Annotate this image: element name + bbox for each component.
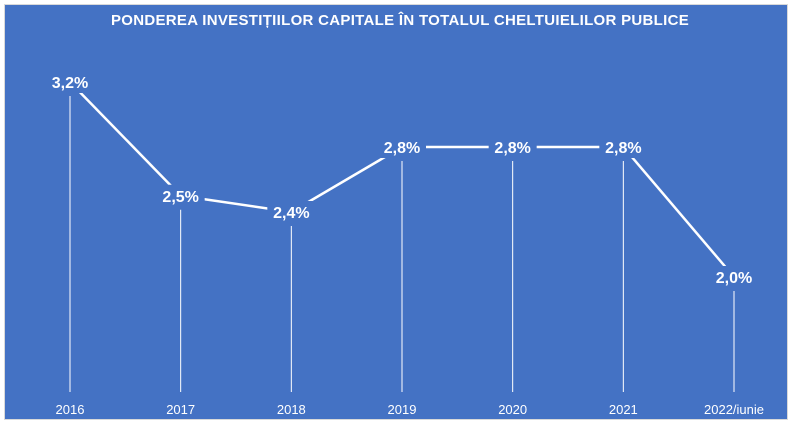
data-label-bg: [488, 136, 537, 158]
x-tick-label: 2016: [56, 402, 85, 417]
x-tick-label: 2019: [388, 402, 417, 417]
chart-area: [4, 4, 788, 420]
data-label-bg: [599, 136, 648, 158]
data-label: 2,5%: [162, 189, 198, 206]
data-label-bg: [710, 266, 758, 288]
data-label-bg: [156, 184, 205, 207]
x-tick-label: 2021: [609, 402, 638, 417]
x-tick-label: 2017: [166, 402, 195, 417]
data-label-bg: [267, 201, 316, 223]
data-label-bg: [378, 136, 426, 158]
data-label: 2,8%: [494, 140, 530, 157]
data-label: 2,8%: [384, 140, 420, 157]
data-label-bg: [46, 71, 94, 93]
data-label: 2,8%: [605, 140, 641, 157]
data-label: 2,4%: [273, 205, 309, 222]
data-label: 3,2%: [52, 75, 88, 92]
data-label: 2,0%: [716, 270, 752, 287]
x-tick-label: 2018: [277, 402, 306, 417]
chart-title: PONDEREA INVESTIȚIILOR CAPITALE ÎN TOTAL…: [110, 12, 690, 29]
x-tick-label: 2022/iunie: [704, 402, 764, 417]
x-tick-label: 2020: [498, 402, 527, 417]
